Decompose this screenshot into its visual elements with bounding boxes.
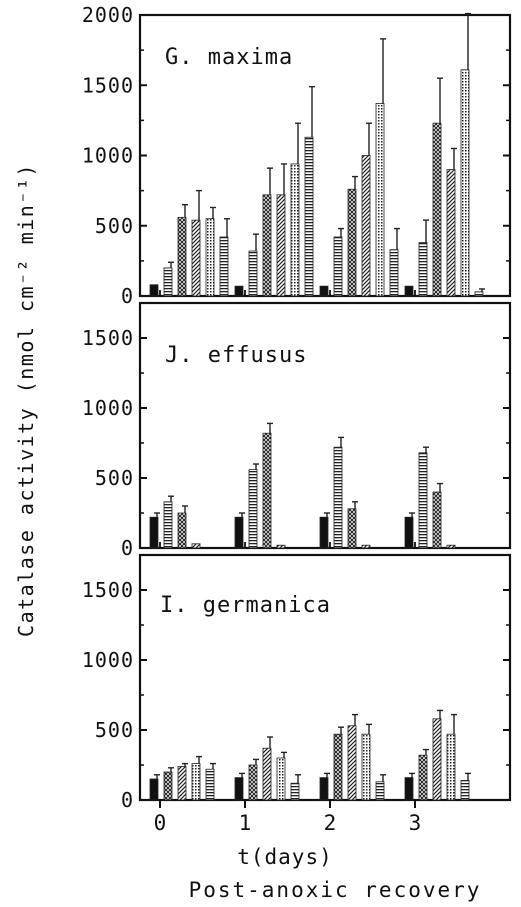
x-tick-label: 0 — [154, 811, 167, 835]
bar — [348, 726, 356, 800]
panel-i-germanica: I. germanica — [160, 593, 331, 618]
bar — [291, 164, 299, 296]
bar — [348, 509, 356, 548]
bar — [405, 517, 413, 548]
bar — [291, 783, 299, 800]
chart-marks: 0 500 1000 1500 2000 0 500 1000 1500 0 500 1000 1500… — [82, 3, 510, 835]
bar — [192, 764, 200, 800]
bar — [334, 734, 342, 800]
y-tick-label: 0 — [121, 284, 134, 308]
y-tick-label: 1000 — [82, 396, 134, 420]
x-tick-label: 2 — [324, 811, 337, 835]
y-tick-label: 1500 — [82, 578, 134, 602]
bar — [150, 779, 158, 800]
y-tick-label: 500 — [95, 214, 134, 238]
bar — [419, 755, 427, 800]
panel-title: J. effusus — [165, 343, 307, 368]
x-tick-label: 3 — [409, 811, 422, 835]
bar — [475, 292, 483, 296]
bar — [192, 220, 200, 296]
bar — [277, 545, 285, 548]
bar — [447, 545, 455, 548]
bar — [433, 123, 441, 296]
bar — [305, 137, 313, 296]
bar — [164, 502, 172, 548]
panel-frame — [140, 303, 510, 548]
bar — [447, 170, 455, 296]
bar — [419, 453, 427, 548]
bar — [277, 758, 285, 800]
bar — [320, 778, 328, 800]
bar — [150, 285, 158, 296]
bar — [376, 782, 384, 800]
bar — [362, 734, 370, 800]
x-axis-label: t(days) — [237, 845, 333, 869]
bar — [235, 517, 243, 548]
y-tick-label: 500 — [95, 718, 134, 742]
bar — [263, 195, 271, 296]
panel-title: G. maxima — [165, 45, 293, 70]
bar — [405, 286, 413, 296]
y-tick-label: 0 — [121, 536, 134, 560]
bar — [249, 251, 257, 296]
bar — [150, 517, 158, 548]
bar — [461, 780, 469, 800]
bar — [320, 286, 328, 296]
y-tick-label: 0 — [121, 788, 134, 812]
y-axis-label: Catalase activity (nmol cm⁻² min⁻¹) — [14, 163, 38, 637]
bar — [178, 766, 186, 800]
bar — [277, 195, 285, 296]
y-tick-label: 500 — [95, 466, 134, 490]
panel-j-effusus: J. effusus — [165, 343, 307, 368]
x-tick-label: 1 — [239, 811, 252, 835]
bar — [249, 470, 257, 548]
y-tick-label: 1000 — [82, 648, 134, 672]
bar — [235, 778, 243, 800]
bar — [334, 447, 342, 548]
bar — [178, 217, 186, 296]
y-tick-label: 1500 — [82, 73, 134, 97]
bar — [362, 545, 370, 548]
bar — [192, 544, 200, 548]
bar — [249, 765, 257, 800]
bar — [433, 719, 441, 800]
figure-caption: Post-anoxic recovery — [189, 878, 482, 902]
bar — [178, 513, 186, 548]
bar — [461, 70, 469, 296]
bar — [164, 772, 172, 800]
bar — [433, 492, 441, 548]
bar — [263, 748, 271, 800]
bar — [348, 189, 356, 296]
bar — [235, 286, 243, 296]
panel-title: I. germanica — [160, 593, 331, 618]
bar — [206, 769, 214, 800]
bar — [164, 268, 172, 296]
bar — [390, 250, 398, 296]
bar — [447, 734, 455, 800]
y-tick-label: 1500 — [82, 326, 134, 350]
bar — [334, 237, 342, 296]
bar — [362, 156, 370, 297]
bar — [405, 778, 413, 800]
bar — [263, 433, 271, 548]
bar — [206, 219, 214, 296]
bar — [320, 517, 328, 548]
bar — [419, 243, 427, 296]
bar — [220, 237, 228, 296]
y-tick-label: 2000 — [82, 3, 134, 27]
y-tick-label: 1000 — [82, 144, 134, 168]
bar — [376, 104, 384, 296]
panel-g-maxima: G. maxima — [165, 45, 293, 70]
